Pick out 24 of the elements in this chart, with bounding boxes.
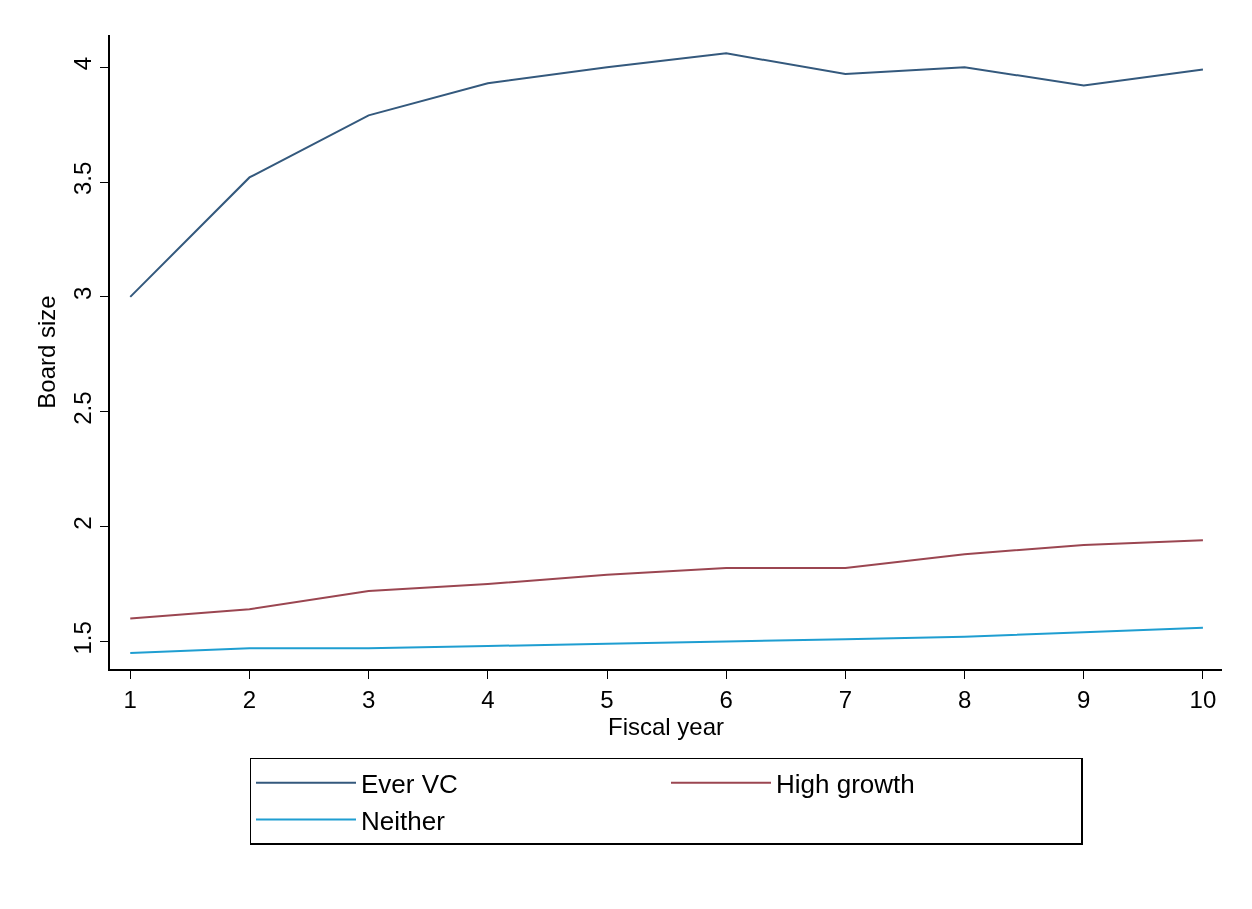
x-tick-label: 10 [1189,685,1217,713]
x-tick-label: 3 [361,685,376,713]
x-tick-label: 2 [242,685,257,713]
legend-label: Neither [361,805,446,836]
y-tick-label: 1.5 [68,621,96,655]
y-tick-label: 2.5 [68,391,96,425]
x-tick-label: 1 [123,685,137,713]
y-tick-label: 2 [68,516,96,530]
legend-label: High growth [776,768,915,799]
x-tick-label: 4 [481,685,495,713]
y-tick-label: 3 [68,286,96,300]
x-tick-label: 6 [719,685,733,713]
y-tick-label: 3.5 [68,161,96,196]
y-tick-label: 4 [68,56,96,71]
x-tick-label: 5 [600,685,614,713]
line-series [129,52,1204,298]
y-axis-title: Board size [33,295,61,409]
x-tick-label: 9 [1077,685,1091,713]
legend-label: Ever VC [361,768,458,799]
x-axis-title: Fiscal year [607,712,725,740]
x-tick-label: 7 [838,685,853,713]
line-series [129,539,1204,620]
line-series [129,626,1204,654]
x-tick-label: 8 [957,685,972,713]
